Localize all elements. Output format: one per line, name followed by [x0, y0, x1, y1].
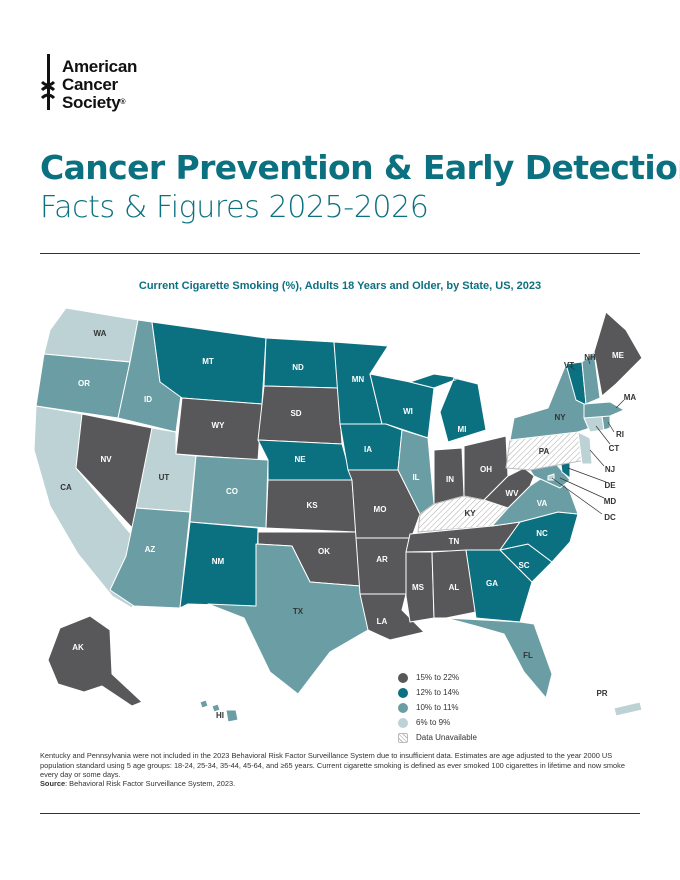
legend-item: 10% to 11% — [398, 700, 518, 715]
state-ct — [583, 415, 605, 433]
map-title: Current Cigarette Smoking (%), Adults 18… — [138, 280, 542, 292]
svg-text:NJ: NJ — [605, 465, 615, 474]
state-hi — [199, 699, 239, 723]
svg-text:SC: SC — [518, 561, 529, 570]
state-wa — [43, 307, 139, 363]
svg-text:GA: GA — [486, 579, 498, 588]
svg-text:WI: WI — [403, 407, 413, 416]
legend-swatch — [398, 732, 408, 743]
acs-logo: American Cancer Society® — [38, 54, 168, 114]
footnote: Kentucky and Pennsylvania were not inclu… — [40, 751, 625, 779]
svg-text:ID: ID — [144, 395, 152, 404]
state-al — [431, 549, 477, 619]
svg-text:MI: MI — [458, 425, 467, 434]
svg-text:NH: NH — [584, 353, 596, 362]
svg-text:OR: OR — [78, 379, 90, 388]
svg-text:OH: OH — [480, 465, 492, 474]
legend-item: 6% to 9% — [398, 715, 518, 730]
sword-logo-icon — [40, 54, 56, 110]
page-subtitle: Facts & Figures 2025-2026 — [40, 190, 429, 225]
svg-text:MS: MS — [412, 583, 425, 592]
svg-text:MT: MT — [202, 357, 214, 366]
svg-text:RI: RI — [616, 430, 624, 439]
svg-text:AK: AK — [72, 643, 84, 652]
svg-text:NM: NM — [212, 557, 225, 566]
bottom-divider — [40, 813, 640, 814]
svg-text:KS: KS — [306, 501, 318, 510]
svg-text:OK: OK — [318, 547, 330, 556]
svg-text:AL: AL — [449, 583, 460, 592]
svg-text:AZ: AZ — [145, 545, 156, 554]
us-choropleth-map: WA OR CA ID NV MT WY UT AZ CO NM ND SD N… — [33, 307, 643, 723]
svg-text:MN: MN — [352, 375, 365, 384]
top-divider — [40, 253, 640, 254]
state-ga — [465, 549, 533, 623]
svg-text:WY: WY — [212, 421, 226, 430]
logo-wordmark: American Cancer Society® — [62, 57, 138, 112]
legend-item: Data Unavailable — [398, 730, 518, 745]
state-ma — [583, 401, 625, 419]
legend-swatch — [398, 687, 408, 698]
svg-text:NC: NC — [536, 529, 548, 538]
state-pr — [613, 701, 643, 717]
state-labels: WA OR CA ID NV MT WY UT AZ CO NM ND SD N… — [60, 329, 636, 720]
svg-text:ND: ND — [292, 363, 304, 372]
svg-text:MO: MO — [374, 505, 387, 514]
svg-text:NV: NV — [100, 455, 112, 464]
leader-lines — [551, 357, 625, 515]
state-az — [109, 507, 191, 609]
legend-item: 12% to 14% — [398, 685, 518, 700]
source-note: Source: Behavioral Risk Factor Surveilla… — [40, 779, 236, 788]
svg-text:AR: AR — [376, 555, 388, 564]
svg-text:IL: IL — [412, 473, 419, 482]
state-tx — [207, 543, 369, 695]
state-ms — [405, 551, 435, 623]
svg-text:VT: VT — [564, 361, 574, 370]
svg-text:VA: VA — [537, 499, 548, 508]
svg-text:PR: PR — [596, 689, 607, 698]
state-nh — [581, 351, 601, 405]
svg-text:KY: KY — [464, 509, 476, 518]
legend-swatch — [398, 702, 408, 713]
svg-text:HI: HI — [216, 711, 224, 720]
svg-text:ME: ME — [612, 351, 625, 360]
svg-text:CA: CA — [60, 483, 72, 492]
map-legend: 15% to 22% 12% to 14% 10% to 11% 6% to 9… — [398, 670, 518, 745]
legend-swatch — [398, 672, 408, 683]
svg-text:PA: PA — [539, 447, 550, 456]
state-me — [593, 311, 643, 397]
state-ar — [355, 537, 411, 597]
svg-text:CT: CT — [609, 444, 620, 453]
state-vt — [565, 361, 587, 405]
svg-text:NE: NE — [294, 455, 306, 464]
svg-text:WA: WA — [94, 329, 107, 338]
state-fl — [445, 617, 553, 699]
svg-text:IN: IN — [446, 475, 454, 484]
svg-text:UT: UT — [159, 473, 170, 482]
svg-text:FL: FL — [523, 651, 533, 660]
state-ak — [47, 615, 143, 707]
svg-text:MD: MD — [604, 497, 617, 506]
state-nj — [577, 431, 593, 465]
legend-item: 15% to 22% — [398, 670, 518, 685]
svg-text:WV: WV — [506, 489, 520, 498]
svg-text:SD: SD — [290, 409, 301, 418]
page-title: Cancer Prevention & Early Detection — [40, 148, 680, 187]
svg-text:DC: DC — [604, 513, 616, 522]
svg-text:LA: LA — [377, 617, 388, 626]
svg-text:CO: CO — [226, 487, 238, 496]
state-mi — [409, 373, 487, 443]
svg-text:TX: TX — [293, 607, 304, 616]
legend-swatch — [398, 717, 408, 728]
svg-text:IA: IA — [364, 445, 372, 454]
svg-text:MA: MA — [624, 393, 637, 402]
svg-text:DE: DE — [604, 481, 616, 490]
svg-text:TN: TN — [449, 537, 460, 546]
svg-text:NY: NY — [554, 413, 566, 422]
